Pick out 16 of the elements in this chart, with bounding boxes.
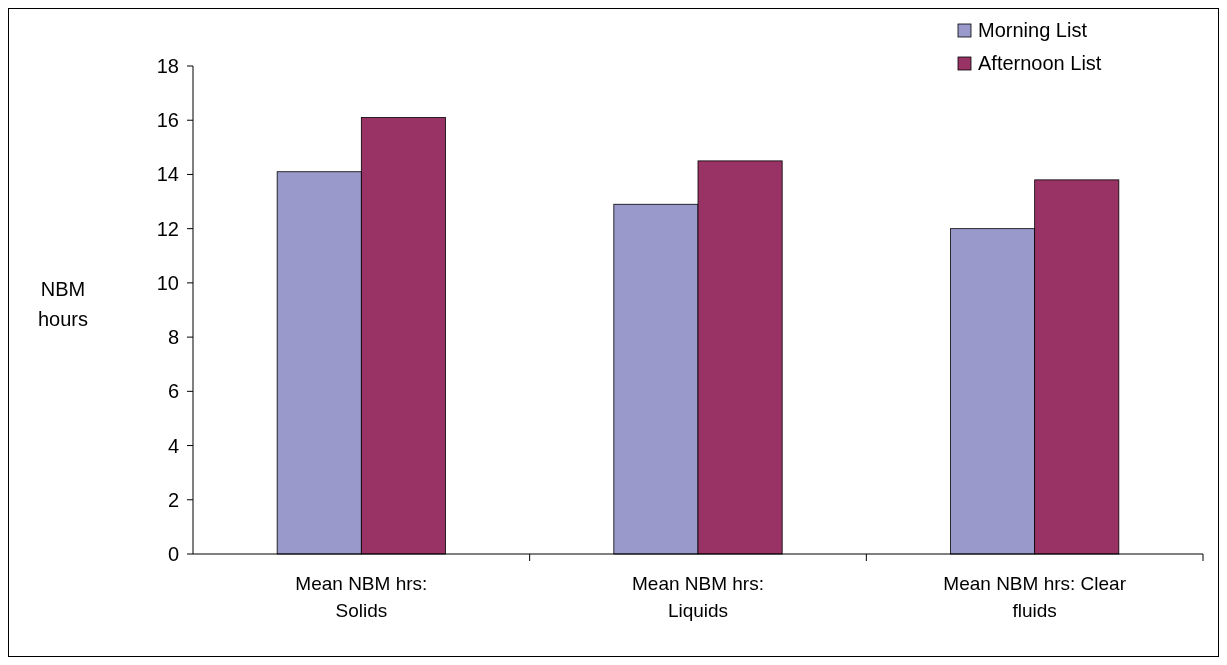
y-tick-label: 2	[167, 488, 179, 511]
y-tick-label: 0	[167, 543, 179, 565]
y-axis-title: NBM hours	[37, 278, 89, 330]
x-tick-label: Mean NBM hrs: Clear fluids	[943, 573, 1127, 621]
y-tick-label: 4	[167, 434, 179, 457]
y-tick-label: 18	[156, 55, 179, 77]
y-tick-label: 8	[167, 326, 179, 349]
legend-label: Morning List	[978, 19, 1088, 41]
y-tick-label: 14	[156, 163, 179, 186]
y-tick-label: 6	[167, 380, 179, 403]
legend-label: Afternoon List	[978, 52, 1102, 74]
x-tick-label: Mean NBM hrs: Liquids	[632, 573, 764, 621]
y-tick-label: 16	[156, 109, 179, 132]
y-tick-label: 10	[156, 271, 179, 294]
x-tick-label: Mean NBM hrs: Solids	[295, 573, 428, 621]
y-tick-label: 12	[156, 217, 179, 240]
